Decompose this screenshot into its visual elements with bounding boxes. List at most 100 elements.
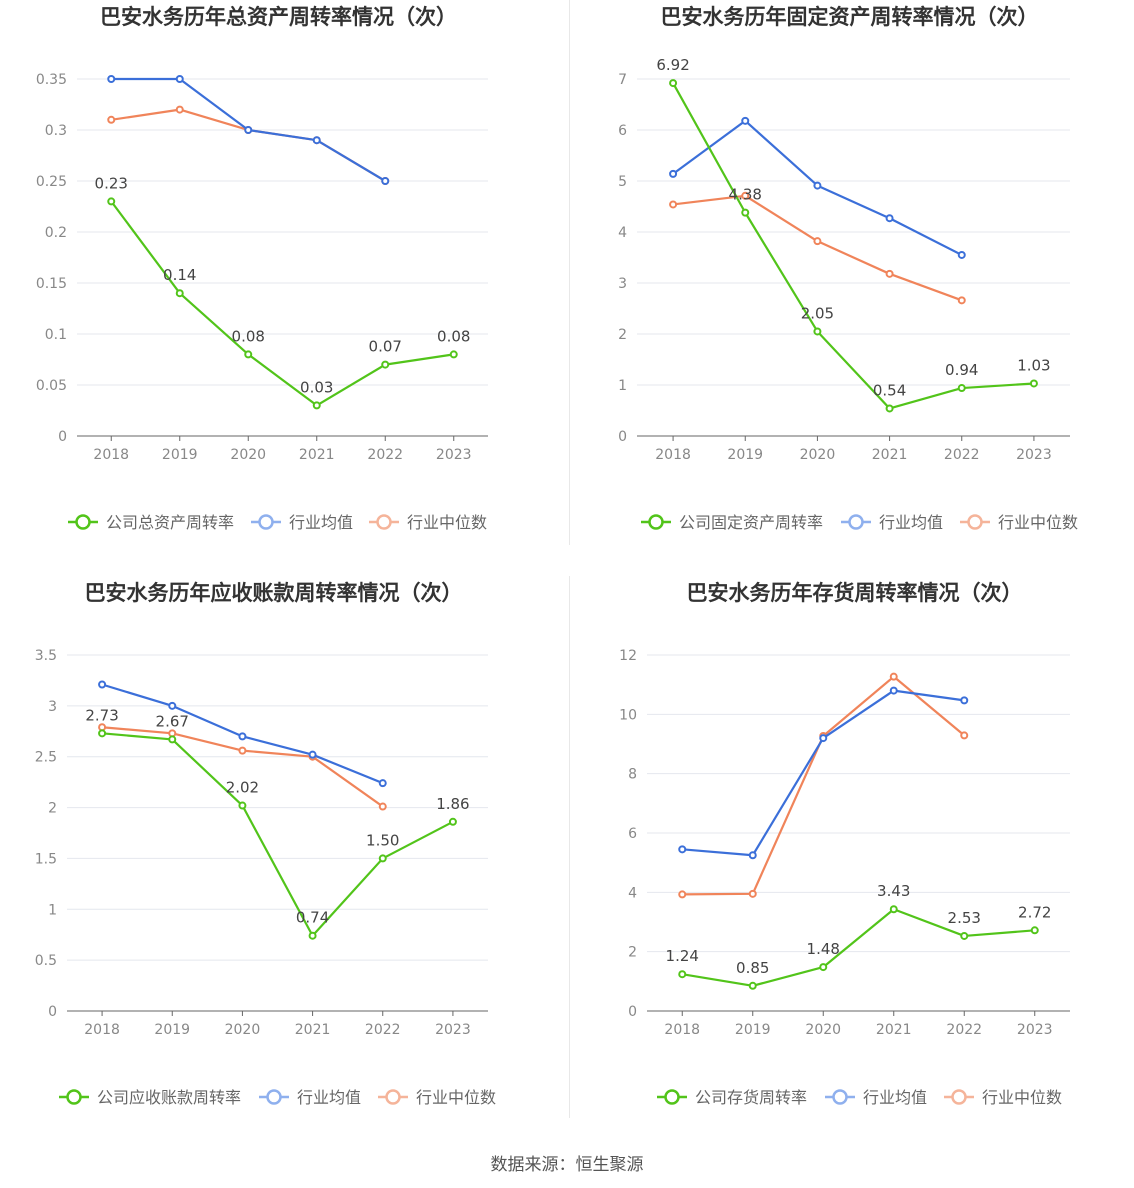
- y-tick-label: 0.3: [45, 123, 67, 139]
- divider-bottom: [569, 576, 570, 1118]
- data-point-company: [238, 801, 247, 810]
- data-label: 2.67: [156, 712, 189, 730]
- legend-label: 行业均值: [289, 513, 353, 532]
- data-point-company: [669, 79, 678, 88]
- series-line-company: [101, 732, 454, 937]
- y-tick-label: 0.25: [36, 174, 67, 190]
- series-line-median: [111, 108, 386, 182]
- x-tick-label: 2018: [655, 447, 691, 463]
- y-tick-label: 10: [619, 707, 637, 723]
- series-line-median: [682, 675, 965, 896]
- data-point-median: [175, 105, 184, 114]
- data-point-company: [889, 905, 898, 914]
- y-tick-label: 3.5: [35, 648, 57, 664]
- data-point-median: [889, 672, 898, 681]
- y-tick-label: 0.35: [36, 72, 67, 88]
- data-point-avg: [669, 169, 678, 178]
- legend-marker: [258, 514, 274, 530]
- series-line-company: [110, 200, 454, 407]
- data-point-median: [957, 296, 966, 305]
- legend-label: 公司总资产周转率: [106, 513, 234, 532]
- series-line-avg: [682, 689, 965, 857]
- chart-receivables-turnover: 巴安水务历年应收账款周转率情况（次） 0 0.5 1 1.5 2 2.5 3 3.5 2018 20…: [0, 576, 567, 1152]
- x-tick-label: 2019: [162, 447, 198, 463]
- legend-label: 公司应收账款周转率: [97, 1088, 241, 1107]
- data-point-company: [312, 401, 321, 410]
- data-point-avg: [308, 750, 317, 759]
- data-point-company: [748, 981, 757, 990]
- legend-label: 行业中位数: [982, 1088, 1062, 1107]
- y-tick-label: 1: [618, 378, 627, 394]
- data-point-median: [168, 729, 177, 738]
- chart-total-asset-turnover: 巴安水务历年总资产周转率情况（次） 0 0.05 0.1 0.15 0.2 0.25 0.3 0…: [0, 0, 567, 576]
- chart-title: 巴安水务历年固定资产周转率情况（次）: [661, 5, 1039, 29]
- x-tick-label: 2023: [1017, 1022, 1053, 1038]
- legend-marker: [376, 514, 392, 530]
- data-point-company: [885, 404, 894, 413]
- data-point-avg: [819, 734, 828, 743]
- data-label: 1.48: [807, 940, 840, 958]
- y-tick-label: 0: [618, 429, 627, 445]
- chart-svg: 巴安水务历年应收账款周转率情况（次） 0 0.5 1 1.5 2 2.5 3 3.5 2018 20…: [35, 581, 496, 1107]
- y-tick-label: 2: [618, 327, 627, 343]
- data-point-median: [741, 191, 750, 200]
- data-point-median: [378, 802, 387, 811]
- data-point-median: [813, 237, 822, 246]
- legend-marker: [75, 514, 91, 530]
- series-line-company: [682, 908, 1035, 987]
- data-point-company: [449, 350, 458, 359]
- chart-svg: 巴安水务历年固定资产周转率情况（次） 0 1 2 3 4 5 6 7 2018 2019 2020 20…: [618, 5, 1078, 532]
- legend-marker: [648, 514, 664, 530]
- x-tick-label: 2020: [805, 1022, 841, 1038]
- y-tick-label: 0: [48, 1004, 57, 1020]
- y-tick-label: 3: [48, 699, 57, 715]
- data-point-avg: [175, 75, 184, 83]
- data-point-company: [381, 360, 390, 369]
- y-tick-label: 0.1: [45, 327, 67, 343]
- y-tick-label: 0: [628, 1004, 637, 1020]
- x-tick-label: 2020: [230, 447, 266, 463]
- y-tick-label: 0.15: [36, 276, 67, 292]
- legend-label: 公司固定资产周转率: [679, 513, 823, 532]
- legend-label: 行业中位数: [416, 1088, 496, 1107]
- data-point-company: [378, 854, 387, 863]
- x-tick-label: 2018: [84, 1022, 120, 1038]
- data-point-median: [960, 731, 969, 740]
- x-tick-label: 2022: [946, 1022, 982, 1038]
- legend-label: 行业均值: [297, 1088, 361, 1107]
- data-label: 0.14: [163, 266, 196, 284]
- data-point-median: [748, 889, 757, 898]
- data-point-avg: [98, 680, 107, 689]
- data-point-avg: [813, 181, 822, 190]
- data-point-avg: [741, 116, 750, 125]
- data-point-median: [678, 890, 687, 899]
- data-label: 2.53: [948, 909, 981, 927]
- series-line-company: [672, 82, 1034, 410]
- data-point-company: [168, 735, 177, 744]
- data-label: 0.03: [300, 378, 333, 396]
- chart-group: 巴安水务历年总资产周转率情况（次） 0 0.05 0.1 0.15 0.2 0.25 0.3 0…: [36, 5, 488, 532]
- data-label: 2.72: [1018, 903, 1051, 921]
- chart-title: 巴安水务历年总资产周转率情况（次）: [100, 5, 457, 29]
- x-tick-label: 2019: [154, 1022, 190, 1038]
- data-label: 4.38: [729, 186, 762, 204]
- data-point-median: [885, 269, 894, 278]
- y-tick-label: 2: [48, 801, 57, 817]
- x-tick-label: 2020: [800, 447, 836, 463]
- x-tick-label: 2019: [735, 1022, 771, 1038]
- legend-label: 行业中位数: [407, 513, 487, 532]
- data-point-company: [1030, 926, 1039, 935]
- data-label: 0.74: [296, 909, 329, 927]
- data-point-avg: [168, 701, 177, 710]
- x-tick-label: 2021: [876, 1022, 912, 1038]
- y-tick-label: 7: [618, 72, 627, 88]
- legend-marker: [385, 1089, 401, 1105]
- data-point-company: [98, 729, 107, 738]
- x-tick-label: 2022: [944, 447, 980, 463]
- data-point-median: [669, 200, 678, 209]
- chart-fixed-asset-turnover: 巴安水务历年固定资产周转率情况（次） 0 1 2 3 4 5 6 7 2018 2019 2020 20…: [567, 0, 1134, 576]
- data-point-avg: [312, 136, 321, 145]
- data-label: 0.08: [437, 327, 470, 345]
- data-point-company: [813, 327, 822, 336]
- chart-group: 巴安水务历年存货周转率情况（次） 0 2 4 6 8 10 12 2018 2019 2020 202…: [619, 581, 1070, 1107]
